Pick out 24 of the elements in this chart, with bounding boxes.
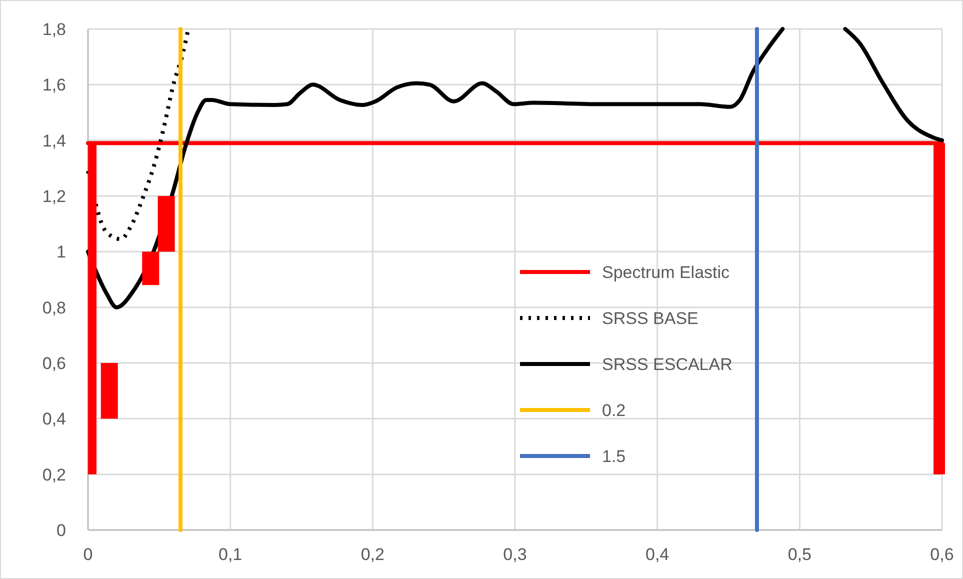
x-tick-label: 0 [83,545,93,564]
y-tick-label: 0,8 [42,298,66,318]
y-tick-label: 0 [56,521,66,540]
x-tick-label: 0,6 [930,545,954,564]
bar [100,363,118,419]
x-tick-label: 0,4 [646,545,670,564]
y-tick-label: 1,4 [42,131,66,150]
legend-label: 1.5 [602,447,626,466]
legend-label: SRSS ESCALAR [602,355,732,374]
legend-label: Spectrum Elastic [602,263,730,282]
legend-label: 0.2 [602,401,626,420]
x-tick-label: 0,2 [360,545,384,564]
y-tick-label: 1,6 [42,76,66,95]
y-tick-label: 1 [56,242,66,262]
line-series [86,30,190,242]
y-tick-label: 0,2 [42,465,66,484]
x-tick-label: 0,5 [788,545,812,564]
y-tick-label: 1,8 [42,20,66,39]
y-tick-label: 0,6 [42,354,66,373]
legend-label: SRSS BASE [602,309,698,328]
y-tick-label: 1,2 [42,187,66,206]
x-tick-label: 0,1 [218,545,242,564]
y-tick-label: 0,4 [42,410,66,429]
x-tick-label: 0,3 [503,545,527,564]
